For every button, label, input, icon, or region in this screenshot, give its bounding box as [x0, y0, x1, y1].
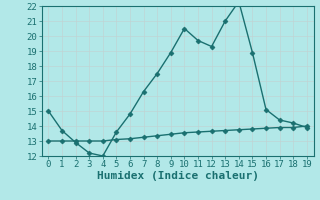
X-axis label: Humidex (Indice chaleur): Humidex (Indice chaleur) — [97, 171, 259, 181]
